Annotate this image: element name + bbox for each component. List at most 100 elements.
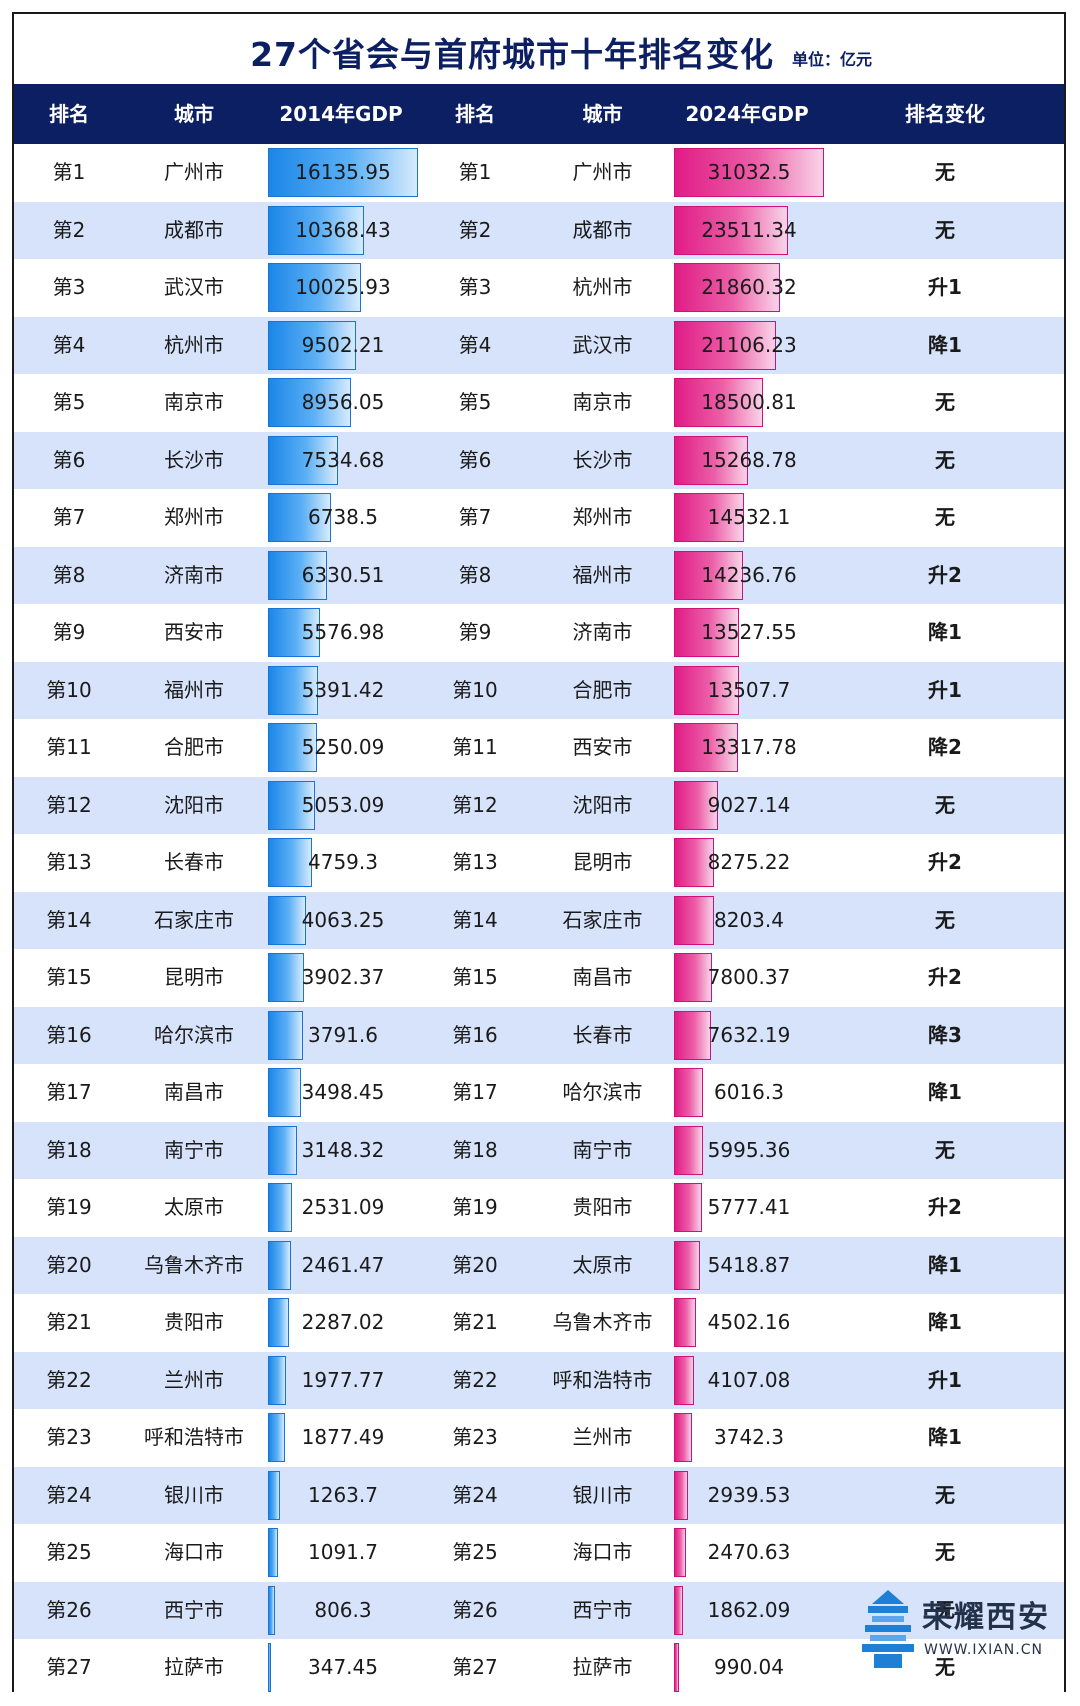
- rank-2024: 第16: [452, 1022, 498, 1047]
- city-2024: 南京市: [572, 390, 633, 414]
- table-row: 第8 济南市 6330.51 第8 福州市 14236.76 升2: [14, 546, 1064, 604]
- gdp-2024-bar: [674, 1010, 711, 1060]
- rank-2014: 第10: [46, 677, 92, 702]
- gdp-2024-value: 15268.78: [701, 447, 797, 472]
- rank-change: 无: [935, 160, 955, 184]
- gdp-2024-value: 990.04: [714, 1655, 784, 1679]
- city-2024: 长春市: [572, 1022, 633, 1047]
- gdp-2014-bar: [268, 723, 317, 772]
- gdp-2024-value: 1862.09: [707, 1597, 791, 1622]
- city-2024: 南昌市: [572, 965, 633, 989]
- gdp-2014-bar: [268, 665, 319, 715]
- table-row: 第3 武汉市 10025.93 第3 杭州市 21860.32 升1: [14, 259, 1064, 317]
- table-row: 第9 西安市 5576.98 第9 济南市 13527.55 降1: [14, 604, 1064, 662]
- gdp-2014-value: 5576.98: [301, 620, 385, 644]
- gdp-2014-value: 3148.32: [301, 1137, 385, 1162]
- table-header: 排名 城市 2014年GDP 排名 城市 2024年GDP 排名变化: [14, 84, 1064, 144]
- header-rank-2014: 排名: [49, 102, 89, 126]
- gdp-2014-bar: [268, 1528, 279, 1577]
- gdp-2024-value: 31032.5: [707, 160, 791, 184]
- rank-2014: 第17: [46, 1080, 92, 1104]
- gdp-2024-bar: [674, 148, 824, 197]
- gdp-2024-bar: [674, 378, 764, 427]
- gdp-2014-bar: [268, 780, 315, 830]
- rank-change: 降1: [928, 1252, 962, 1277]
- rank-2024: 第22: [452, 1367, 498, 1392]
- header-city-2014: 城市: [174, 102, 214, 126]
- city-2024: 哈尔滨市: [562, 1080, 643, 1104]
- gdp-2024-value: 3742.3: [714, 1425, 784, 1449]
- rank-2024: 第2: [458, 217, 492, 242]
- gdp-2024-value: 14532.1: [707, 505, 791, 529]
- rank-change: 无: [935, 217, 955, 242]
- gdp-2024-value: 14236.76: [701, 562, 797, 587]
- table-row: 第22 兰州市 1977.77 第22 呼和浩特市 4107.08 升1: [14, 1351, 1064, 1409]
- table-row: 第11 合肥市 5250.09 第11 西安市 13317.78 降2: [14, 719, 1064, 777]
- city-2024: 呼和浩特市: [552, 1367, 653, 1392]
- gdp-2024-bar: [674, 1355, 694, 1405]
- city-2014: 沈阳市: [164, 792, 224, 817]
- table-row: 第24 银川市 1263.7 第24 银川市 2939.53 无: [14, 1466, 1064, 1524]
- city-2014: 乌鲁木齐市: [144, 1252, 244, 1277]
- rank-2014: 第26: [46, 1597, 92, 1622]
- rank-2014: 第3: [52, 275, 86, 299]
- city-2024: 贵阳市: [572, 1195, 633, 1219]
- table-row: 第10 福州市 5391.42 第10 合肥市 13507.7 升1: [14, 661, 1064, 719]
- rank-change: 无: [935, 1482, 955, 1507]
- table-row: 第18 南宁市 3148.32 第18 南宁市 5995.36 无: [14, 1121, 1064, 1179]
- table-row: 第17 南昌市 3498.45 第17 哈尔滨市 6016.3 降1: [14, 1064, 1064, 1122]
- gdp-2024-bar: [674, 838, 714, 887]
- gdp-2014-bar: [268, 263, 362, 312]
- gdp-2024-value: 4502.16: [707, 1310, 791, 1334]
- table-row: 第7 郑州市 6738.5 第7 郑州市 14532.1 无: [14, 489, 1064, 547]
- table-row: 第6 长沙市 7534.68 第6 长沙市 15268.78 无: [14, 431, 1064, 489]
- city-2014: 长沙市: [164, 447, 224, 472]
- gdp-2014-bar: [268, 378, 352, 427]
- gdp-2014-value: 8956.05: [301, 390, 385, 414]
- gdp-2014-value: 3902.37: [301, 965, 385, 989]
- rank-2014: 第5: [52, 390, 86, 414]
- header-gdp-2024: 2024年GDP: [685, 102, 809, 126]
- gdp-2014-value: 16135.95: [295, 160, 391, 184]
- unit-label: 单位：亿元: [792, 50, 873, 69]
- gdp-2024-value: 9027.14: [707, 792, 791, 817]
- city-2014: 海口市: [164, 1540, 224, 1564]
- table-row: 第14 石家庄市 4063.25 第14 石家庄市 8203.4 无: [14, 891, 1064, 949]
- gdp-2024-bar: [674, 1528, 686, 1577]
- rank-2014: 第21: [46, 1310, 92, 1334]
- gdp-2014-bar: [268, 1298, 290, 1347]
- gdp-2024-bar: [674, 205, 788, 255]
- gdp-2024-bar: [674, 550, 743, 600]
- page-title: 27个省会与首府城市十年排名变化: [250, 35, 774, 74]
- city-2024: 西安市: [572, 735, 633, 759]
- gdp-2014-value: 1091.7: [308, 1540, 378, 1564]
- gdp-2024-value: 2939.53: [707, 1482, 791, 1507]
- rank-2014: 第4: [52, 332, 86, 357]
- city-2024: 武汉市: [572, 332, 633, 357]
- city-2024: 西宁市: [572, 1597, 633, 1622]
- gdp-2014-value: 6738.5: [308, 505, 378, 529]
- gdp-2024-bar: [674, 1068, 704, 1117]
- rank-2024: 第9: [458, 620, 492, 644]
- gdp-2014-value: 10368.43: [295, 217, 391, 242]
- city-2014: 南宁市: [164, 1137, 224, 1162]
- city-2014: 银川市: [164, 1482, 224, 1507]
- rank-2024: 第26: [452, 1597, 498, 1622]
- table-row: 第12 沈阳市 5053.09 第12 沈阳市 9027.14 无: [14, 776, 1064, 834]
- gdp-2014-bar: [268, 1585, 276, 1635]
- city-2014: 南昌市: [164, 1080, 224, 1104]
- city-2014: 昆明市: [164, 965, 224, 989]
- rank-2014: 第12: [46, 792, 92, 817]
- rank-change: 降1: [928, 1080, 962, 1104]
- rank-change: 降3: [928, 1022, 962, 1047]
- rank-2024: 第20: [452, 1252, 498, 1277]
- gdp-2024-value: 5418.87: [707, 1252, 791, 1277]
- gdp-2024-bar: [674, 435, 748, 485]
- city-2024: 乌鲁木齐市: [552, 1310, 653, 1334]
- rank-2024: 第13: [452, 850, 498, 874]
- city-2024: 杭州市: [572, 275, 633, 299]
- rank-change: 升1: [928, 1367, 962, 1392]
- rank-change: 无: [935, 505, 955, 529]
- rank-2024: 第23: [452, 1425, 498, 1449]
- gdp-2024-bar: [674, 780, 718, 830]
